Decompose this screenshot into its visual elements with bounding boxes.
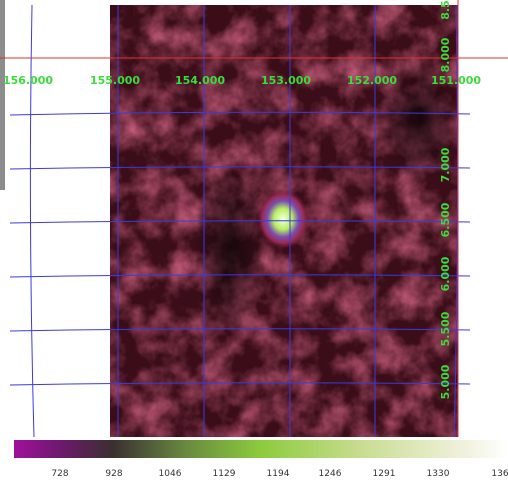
colorbar-label: 1246 [319, 469, 342, 479]
colorbar-label: 1194 [267, 469, 290, 479]
colorbar-label: 136 [491, 469, 508, 479]
y-label: 5.500 [439, 311, 452, 346]
x-label: 152.000 [347, 74, 397, 87]
colorbar-label: 928 [105, 469, 122, 479]
side-bar [0, 0, 5, 190]
image-viewer: 156.000 155.000 154.000 153.000 152.000 151.0… [0, 0, 508, 491]
colorbar [14, 440, 508, 458]
y-label: 6.000 [439, 256, 452, 291]
x-label: 155.000 [90, 74, 140, 87]
colorbar-label: 1129 [213, 469, 236, 479]
colorbar-label: 1291 [373, 469, 396, 479]
y-label: 7.000 [439, 147, 452, 182]
x-label: 154.000 [175, 74, 225, 87]
colorbar-label: 728 [51, 469, 68, 479]
x-label: 156.000 [3, 74, 53, 87]
y-label: 8.5 [439, 0, 452, 20]
source [257, 189, 309, 249]
colorbar-label: 1330 [427, 469, 450, 479]
x-label: 151.000 [431, 74, 481, 87]
colorbar-label: 1046 [159, 469, 182, 479]
y-label: 5.000 [439, 364, 452, 399]
y-label: 6.500 [439, 202, 452, 237]
x-label: 153.000 [261, 74, 311, 87]
y-label: 8.000 [439, 37, 452, 72]
